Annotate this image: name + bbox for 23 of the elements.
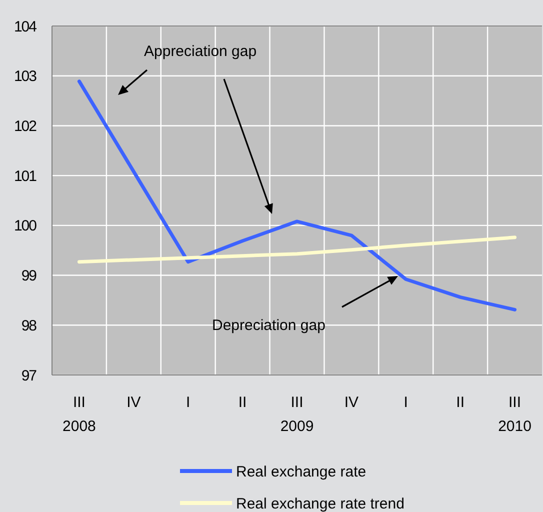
x-tick-label: III 2008 bbox=[62, 394, 96, 435]
x-tick-label: IV bbox=[126, 394, 141, 411]
line-series bbox=[77, 236, 517, 264]
y-tick-label: 101 bbox=[14, 168, 37, 185]
x-tick-label: III 2010 bbox=[498, 394, 532, 435]
line-series bbox=[77, 80, 517, 312]
x-tick-label: I bbox=[186, 394, 190, 411]
legend-label: Real exchange rate bbox=[236, 463, 366, 480]
x-tick-label: IV bbox=[344, 394, 359, 411]
x-tick-label: II bbox=[238, 394, 247, 411]
y-tick-label: 98 bbox=[21, 317, 37, 334]
annotation: Depreciation gap bbox=[212, 317, 326, 334]
x-tick-label: II bbox=[456, 394, 465, 411]
x-tick-label: I bbox=[404, 394, 408, 411]
annotation: Appreciation gap bbox=[144, 43, 257, 60]
y-tick-label: 103 bbox=[14, 68, 37, 86]
x-tick-label: III 2009 bbox=[280, 394, 314, 435]
y-tick-label: 97 bbox=[21, 367, 37, 384]
y-tick-label: 99 bbox=[21, 268, 37, 285]
y-tick-label: 100 bbox=[14, 218, 37, 235]
legend-label: Real exchange rate trend bbox=[236, 495, 404, 512]
y-tick-label: 102 bbox=[14, 118, 37, 135]
y-tick-label: 104 bbox=[14, 18, 37, 36]
